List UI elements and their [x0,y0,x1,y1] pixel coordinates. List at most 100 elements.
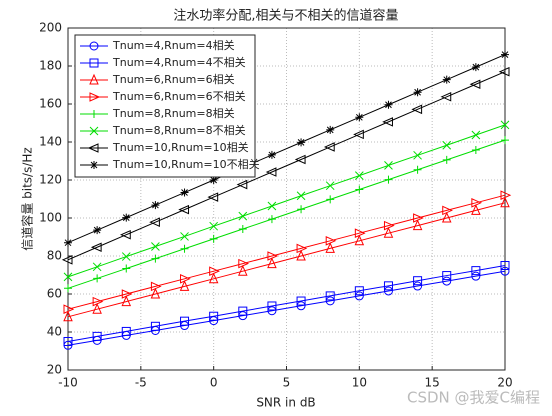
marker [180,188,189,197]
marker [122,264,131,273]
x-tick-label: 0 [210,376,218,390]
marker [238,264,248,276]
marker [238,306,248,316]
series-line [67,265,506,342]
marker [89,92,101,102]
marker [413,276,423,286]
marker [209,234,218,243]
marker [236,179,248,190]
marker [93,226,102,235]
legend-label: Tnum=6,Rnum=6相关 [112,72,235,86]
marker [471,198,483,208]
marker [413,281,423,291]
marker [92,331,102,341]
marker [471,266,481,276]
y-tick-label: 20 [47,363,62,377]
marker [441,211,452,223]
marker [238,258,250,269]
marker [121,252,131,261]
marker [384,161,393,170]
marker [325,236,337,246]
marker [296,243,308,254]
marker [87,143,99,153]
marker [267,215,276,224]
legend-label: Tnum=6,Rnum=6不相关 [112,89,246,103]
x-tick-label: -5 [135,376,147,390]
x-tick-label: 5 [283,376,291,390]
marker [151,201,160,210]
marker [238,225,247,234]
marker [64,284,72,293]
marker [63,337,73,346]
marker [296,301,306,311]
marker [238,211,248,221]
marker [442,140,452,150]
marker [442,276,452,286]
marker [413,213,424,223]
marker [471,271,481,281]
marker [354,234,365,246]
marker [267,257,277,269]
series-line [67,202,506,318]
marker [383,286,393,296]
y-tick-label: 80 [47,249,62,263]
series-line [67,124,506,278]
marker [61,255,73,265]
marker [121,295,132,307]
marker [150,287,161,299]
marker [120,229,131,240]
marker [442,75,451,84]
legend-label: Tnum=8,Rnum=8不相关 [112,123,246,137]
y-tick-label: 200 [39,21,62,35]
marker [471,145,480,154]
marker [178,204,190,215]
marker [209,176,218,184]
marker [209,266,220,276]
marker [294,154,306,165]
marker [151,254,160,263]
marker [92,262,102,272]
marker [90,110,98,118]
marker [92,302,102,314]
legend-label: Tnum=10,Rnum=10不相关 [112,157,260,171]
marker [384,100,393,109]
legend-label: Tnum=8,Rnum=8相关 [112,106,235,120]
x-axis-label: SNR in dB [256,396,315,410]
y-tick-label: 120 [39,173,62,187]
marker [296,191,306,201]
marker [63,310,73,322]
marker [267,301,277,311]
marker [209,311,219,321]
marker [354,286,364,296]
marker [89,126,99,136]
marker [89,41,99,51]
marker [326,195,335,204]
marker [383,281,393,291]
marker [63,304,75,314]
marker [149,217,160,227]
marker [500,266,510,276]
marker [297,138,306,147]
marker [150,321,160,331]
marker [296,296,306,306]
marker [325,242,335,253]
marker [267,306,277,316]
marker [122,213,131,222]
y-tick-label: 160 [39,97,62,111]
marker [267,201,277,211]
chart-title: 注水功率分配,相关与不相关的信道容量 [173,8,398,24]
marker [355,185,364,194]
marker [151,242,160,251]
marker [471,130,481,140]
series-line [67,194,506,310]
marker [413,165,422,174]
marker [501,136,509,145]
marker [382,117,393,127]
marker [440,92,452,102]
marker [501,50,509,59]
x-tick-label: -10 [58,376,78,390]
y-tick-label: 100 [39,211,62,225]
marker [354,291,364,301]
marker [413,88,422,97]
